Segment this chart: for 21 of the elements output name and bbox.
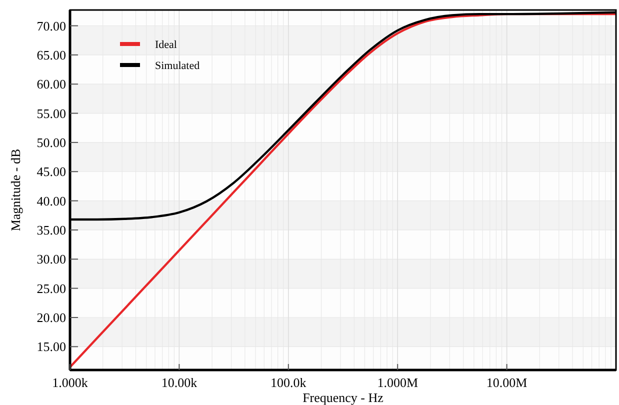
y-tick-label: 15.00	[36, 339, 66, 354]
y-tick-label: 25.00	[36, 280, 66, 296]
legend-label: Ideal	[155, 38, 177, 51]
y-tick-label: 70.00	[36, 18, 66, 34]
x-axis-title: Frequency - Hz	[302, 390, 384, 405]
legend-label: Simulated	[155, 60, 200, 72]
y-axis-title: Magnitude - dB	[8, 148, 23, 232]
x-tick-label: 100.0k	[270, 375, 307, 390]
x-tick-label: 1.000M	[377, 375, 418, 390]
y-tick-label: 65.00	[36, 47, 66, 62]
x-tick-label: 10.00M	[486, 375, 528, 390]
y-tick-label: 35.00	[36, 222, 66, 238]
y-tick-label: 45.00	[36, 164, 66, 180]
x-tick-label: 10.00k	[161, 375, 198, 390]
y-tick-label: 55.00	[36, 106, 66, 121]
y-tick-label: 30.00	[36, 252, 66, 267]
y-tick-label: 50.00	[36, 134, 66, 150]
y-tick-label: 40.00	[36, 193, 66, 208]
y-tick-label: 60.00	[36, 76, 66, 92]
y-tick-label: 20.00	[36, 310, 66, 326]
x-tick-label: 1.000k	[52, 375, 88, 390]
